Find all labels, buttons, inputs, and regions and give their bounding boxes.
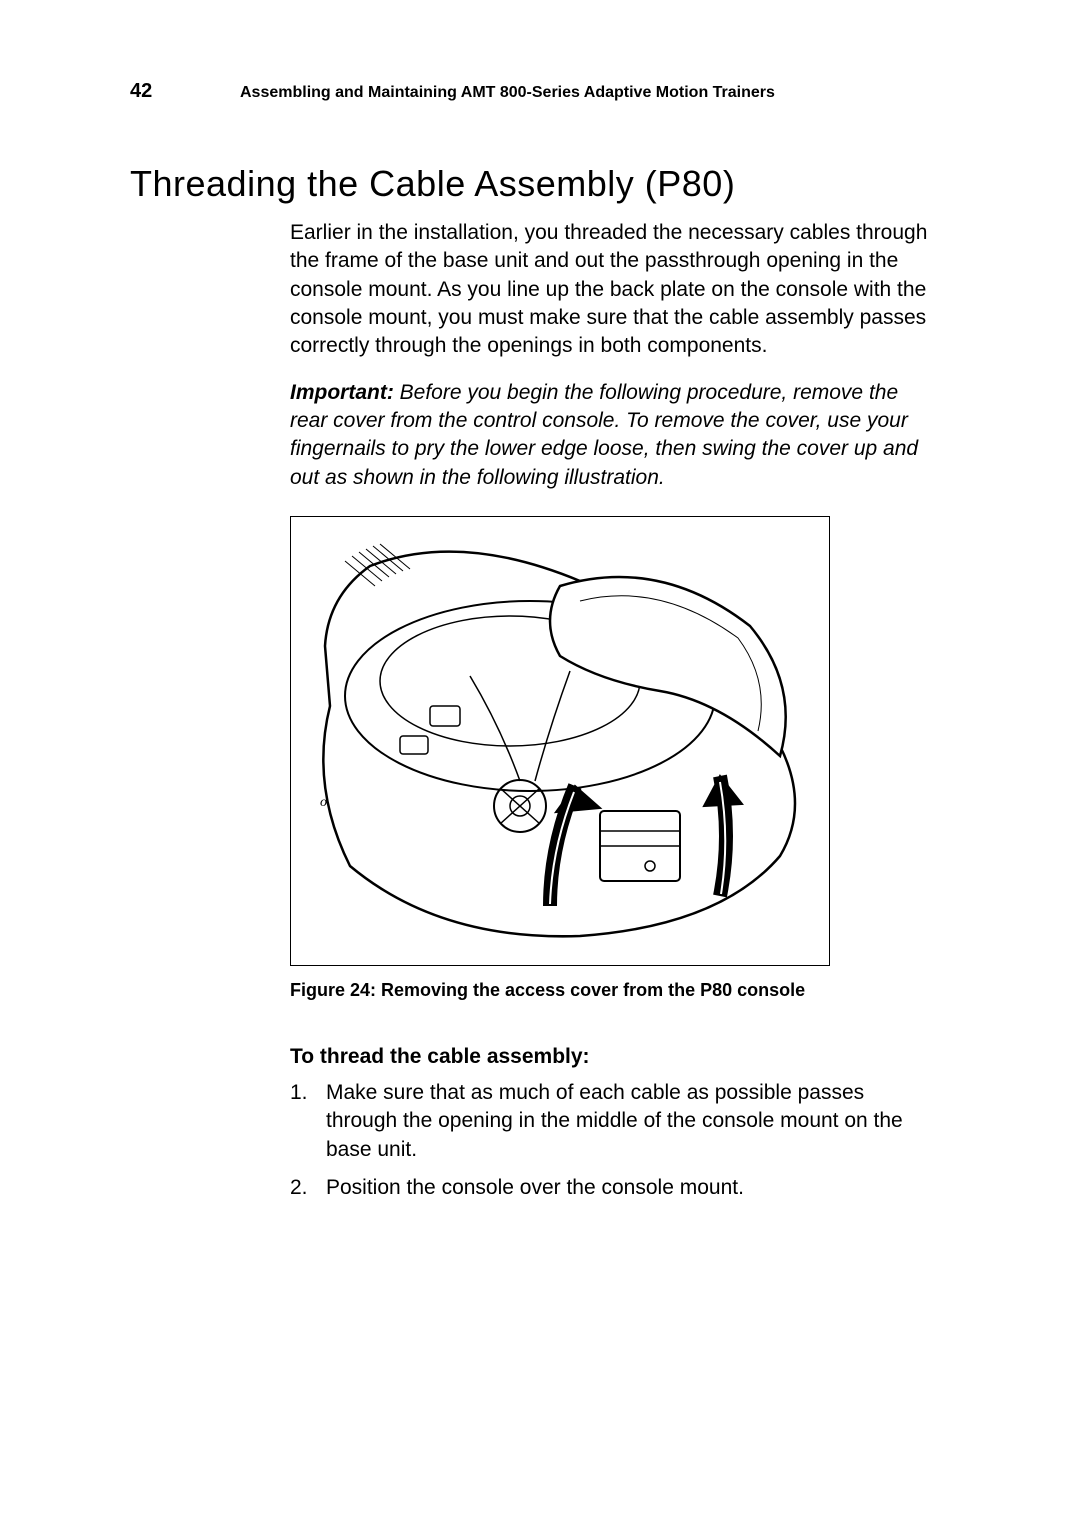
figure-caption: Figure 24: Removing the access cover fro… [290,980,940,1001]
procedure-steps: 1. Make sure that as much of each cable … [290,1079,940,1202]
section-title: Threading the Cable Assembly (P80) [130,163,940,205]
step-number: 1. [290,1079,326,1164]
figure-container: o Figure 24: Removing the access cover f… [290,516,940,1001]
important-label: Important: [290,381,394,404]
page-number: 42 [130,80,240,103]
figure-illustration: o [290,516,830,966]
step-text: Position the console over the console mo… [326,1174,940,1202]
step-number: 2. [290,1174,326,1202]
header-running-title: Assembling and Maintaining AMT 800-Serie… [240,84,775,102]
procedure-heading: To thread the cable assembly: [290,1045,940,1069]
console-illustration-svg: o [300,526,820,956]
intro-paragraph: Earlier in the installation, you threade… [290,219,940,361]
list-item: 2. Position the console over the console… [290,1174,940,1202]
important-note: Important: Before you begin the followin… [290,379,940,492]
svg-text:o: o [320,795,327,810]
running-header: 42 Assembling and Maintaining AMT 800-Se… [130,80,940,103]
list-item: 1. Make sure that as much of each cable … [290,1079,940,1164]
step-text: Make sure that as much of each cable as … [326,1079,940,1164]
